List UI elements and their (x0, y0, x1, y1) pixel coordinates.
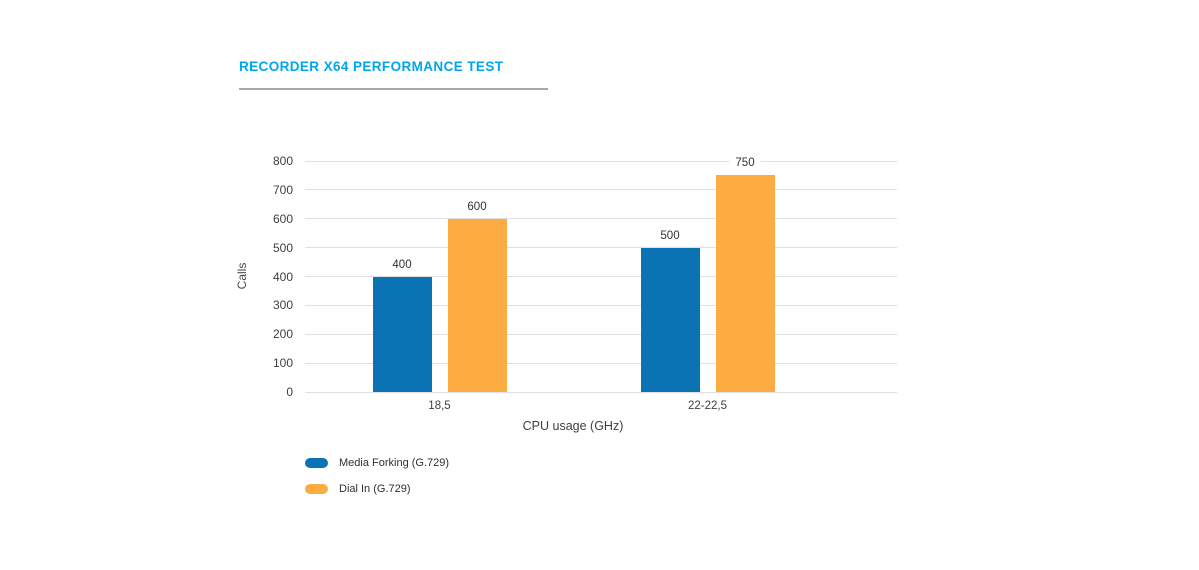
x-tick-label-1: 18,5 (428, 400, 451, 412)
bar-series2-group1 (447, 218, 507, 392)
legend-item-1: Media Forking (G.729) (305, 456, 449, 469)
plot-area: 0 100 200 300 400 500 600 700 800 400 500 600 750 18,… (273, 154, 897, 412)
y-tick-label-800: 800 (272, 154, 293, 168)
gridline-600 (305, 218, 897, 220)
bar-series1-group2 (640, 247, 700, 392)
y-tick-label-700: 700 (272, 182, 293, 197)
bar-series1-group1 (372, 276, 432, 392)
legend-swatch-1 (305, 457, 328, 468)
legend-label-1: Media Forking (G.729) (339, 456, 450, 469)
y-tick-label-0: 0 (286, 385, 293, 399)
y-tick-label-300: 300 (272, 298, 293, 313)
gridline-500 (305, 247, 897, 249)
bar-value-label: 400 (386, 257, 418, 272)
gridline-100 (305, 362, 897, 364)
gridline-0 (305, 391, 897, 393)
title-underline (239, 88, 548, 90)
gridline-800 (305, 160, 897, 162)
gridline-300 (305, 304, 897, 306)
bar-series2-group2 (715, 175, 775, 392)
chart-title: RECORDER X64 PERFORMANCE TEST (239, 59, 504, 74)
legend-swatch-2 (305, 483, 328, 494)
bar-value-label: 750 (729, 156, 761, 171)
legend: Media Forking (G.729) Dial In (G.729) (305, 456, 449, 495)
bar-value-label: 500 (654, 228, 686, 243)
gridline-700 (305, 189, 897, 191)
y-tick-label-200: 200 (272, 327, 293, 342)
x-tick-label-2: 22-22,5 (687, 400, 728, 412)
y-tick-label-400: 400 (272, 269, 293, 284)
gridline-200 (305, 333, 897, 335)
bar-value-label: 600 (461, 199, 493, 214)
y-tick-label-100: 100 (272, 356, 293, 371)
x-axis-title: CPU usage (GHz) (522, 419, 624, 433)
legend-label-2: Dial In (G.729) (339, 482, 411, 495)
y-tick-label-500: 500 (272, 240, 293, 255)
y-tick-label-600: 600 (272, 211, 293, 226)
gridline-400 (305, 276, 897, 277)
legend-item-2: Dial In (G.729) (305, 482, 449, 495)
